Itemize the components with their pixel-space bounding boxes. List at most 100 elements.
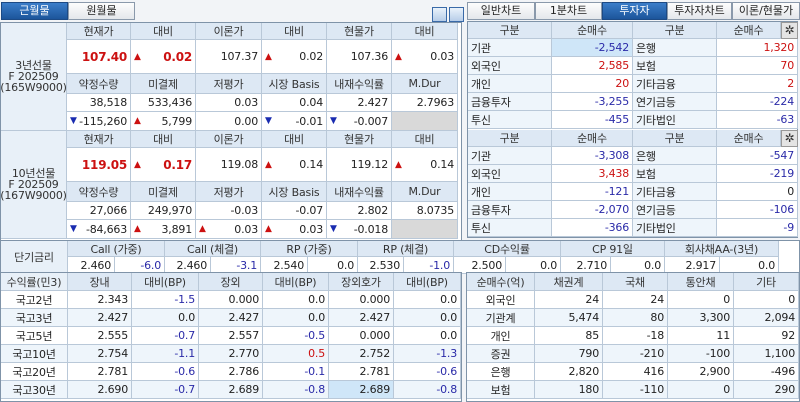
investor-net-buy[interactable]: 2 <box>717 75 798 93</box>
net-buy-value-text: 92 <box>781 329 795 342</box>
yield-value[interactable]: 0.5 <box>263 345 329 363</box>
investor-net-buy[interactable]: -3,255 <box>552 93 633 111</box>
yield-value[interactable]: -0.8 <box>263 381 329 399</box>
investor-net-buy[interactable]: -9 <box>717 219 798 237</box>
net-buy-value[interactable]: -18 <box>603 327 668 345</box>
net-buy-value[interactable]: 0 <box>668 381 734 399</box>
net-buy-value[interactable]: 24 <box>535 291 603 309</box>
yield-value[interactable]: 0.0 <box>394 309 461 327</box>
net-buy-value[interactable]: 2,094 <box>734 309 799 327</box>
yield-value[interactable]: -0.5 <box>263 327 329 345</box>
net-buy-value[interactable]: -496 <box>734 363 799 381</box>
yield-value[interactable]: 2.690 <box>68 381 132 399</box>
yield-value[interactable]: 0.000 <box>329 291 394 309</box>
yield-value[interactable]: -0.6 <box>394 363 461 381</box>
net-buy-value[interactable]: -100 <box>668 345 734 363</box>
yield-value[interactable]: -0.7 <box>132 327 199 345</box>
column-header: 저평가 <box>196 182 262 202</box>
net-buy-value[interactable]: 416 <box>603 363 668 381</box>
yield-value[interactable]: -0.6 <box>132 363 199 381</box>
yield-value[interactable]: -0.1 <box>263 363 329 381</box>
net-buy-value[interactable]: 24 <box>603 291 668 309</box>
investor-type-text: 기관 <box>471 41 491 55</box>
yield-value[interactable]: 0.0 <box>394 327 461 345</box>
tab-near-month[interactable]: 근월물 <box>1 2 68 20</box>
net-buy-value-text: 2,820 <box>568 365 600 378</box>
yield-value[interactable]: 2.689 <box>329 381 394 399</box>
investor-net-buy[interactable]: -455 <box>552 111 633 129</box>
yield-value[interactable]: -1.1 <box>132 345 199 363</box>
investor-net-buy[interactable]: -366 <box>552 219 633 237</box>
yield-value[interactable]: -0.7 <box>132 381 199 399</box>
tab-theory-spot[interactable]: 이론/현물가 <box>732 2 800 20</box>
net-buy-value[interactable]: 0 <box>668 291 734 309</box>
investor-net-buy[interactable]: -63 <box>717 111 798 129</box>
yield-value[interactable]: -1.5 <box>132 291 199 309</box>
net-buy-value[interactable]: -210 <box>603 345 668 363</box>
yield-value[interactable]: 2.427 <box>68 309 132 327</box>
net-buy-value[interactable]: -110 <box>603 381 668 399</box>
yield-value[interactable]: 0.000 <box>199 291 263 309</box>
net-buy-value[interactable]: 2,820 <box>535 363 603 381</box>
yield-value-text: 0.5 <box>308 347 325 360</box>
yield-value[interactable]: 0.000 <box>329 327 394 345</box>
investor-net-buy[interactable]: -219 <box>717 165 798 183</box>
net-buy-value[interactable]: 0 <box>734 291 799 309</box>
investor-net-buy[interactable]: -547 <box>717 147 798 165</box>
yield-value[interactable]: 2.781 <box>329 363 394 381</box>
net-buy-value[interactable]: 80 <box>603 309 668 327</box>
yield-value[interactable]: -0.8 <box>394 381 461 399</box>
yield-value[interactable]: 2.427 <box>329 309 394 327</box>
column-header-text: 저평가 <box>213 77 244 91</box>
yield-value[interactable]: 2.786 <box>199 363 263 381</box>
yield-value[interactable]: 2.343 <box>68 291 132 309</box>
yield-value[interactable]: 2.689 <box>199 381 263 399</box>
investor-net-buy[interactable]: -2,070 <box>552 201 633 219</box>
investor-net-buy[interactable]: 2,585 <box>552 57 633 75</box>
net-buy-value[interactable]: 1,100 <box>734 345 799 363</box>
net-buy-value[interactable]: 5,474 <box>535 309 603 327</box>
split-horizontal-icon[interactable] <box>432 7 447 22</box>
yield-value-text: 0.0 <box>440 293 457 306</box>
net-buy-value[interactable]: 3,300 <box>668 309 734 327</box>
yield-value[interactable]: 0.0 <box>263 291 329 309</box>
yield-value[interactable]: 2.555 <box>68 327 132 345</box>
investor-net-buy[interactable]: 70 <box>717 57 798 75</box>
yield-value[interactable]: 0.0 <box>394 291 461 309</box>
yield-value[interactable]: 2.557 <box>199 327 263 345</box>
yield-value[interactable]: -1.3 <box>394 345 461 363</box>
net-buy-value[interactable]: 790 <box>535 345 603 363</box>
net-buy-value[interactable]: 11 <box>668 327 734 345</box>
column-header: 시장 Basis <box>262 74 327 94</box>
split-vertical-icon[interactable] <box>449 7 464 22</box>
tab-investor[interactable]: 투자자 <box>602 2 667 20</box>
net-buy-value[interactable]: 92 <box>734 327 799 345</box>
investor-net-buy[interactable]: 20 <box>552 75 633 93</box>
yield-value[interactable]: 2.770 <box>199 345 263 363</box>
yield-value[interactable]: 2.752 <box>329 345 394 363</box>
investor-net-buy[interactable]: -2,542 <box>552 39 633 57</box>
investor-net-buy[interactable]: 1,320 <box>717 39 798 57</box>
yield-value[interactable]: 0.0 <box>132 309 199 327</box>
net-buy-value[interactable]: 180 <box>535 381 603 399</box>
tab-investor-chart[interactable]: 투자자차트 <box>667 2 732 20</box>
investor-net-buy[interactable]: 0 <box>717 183 798 201</box>
investor-net-buy[interactable]: -224 <box>717 93 798 111</box>
net-buy-value[interactable]: 2,900 <box>668 363 734 381</box>
net-buy-value[interactable]: 290 <box>734 381 799 399</box>
yield-value[interactable]: 2.781 <box>68 363 132 381</box>
tab-far-month[interactable]: 원월물 <box>68 2 135 20</box>
tab-chart[interactable]: 일반차트 <box>467 2 535 20</box>
price-value: ▲ 0.17 <box>131 148 196 182</box>
gear-icon[interactable]: ✲ <box>781 130 798 147</box>
gear-icon[interactable]: ✲ <box>781 22 798 39</box>
yield-value[interactable]: 2.427 <box>199 309 263 327</box>
investor-net-buy[interactable]: -106 <box>717 201 798 219</box>
investor-net-buy[interactable]: -3,308 <box>552 147 633 165</box>
investor-net-buy[interactable]: 3,438 <box>552 165 633 183</box>
tab-1min-chart[interactable]: 1분차트 <box>535 2 602 20</box>
yield-value[interactable]: 2.754 <box>68 345 132 363</box>
investor-net-buy[interactable]: -121 <box>552 183 633 201</box>
net-buy-value[interactable]: 85 <box>535 327 603 345</box>
yield-value[interactable]: 0.0 <box>263 309 329 327</box>
